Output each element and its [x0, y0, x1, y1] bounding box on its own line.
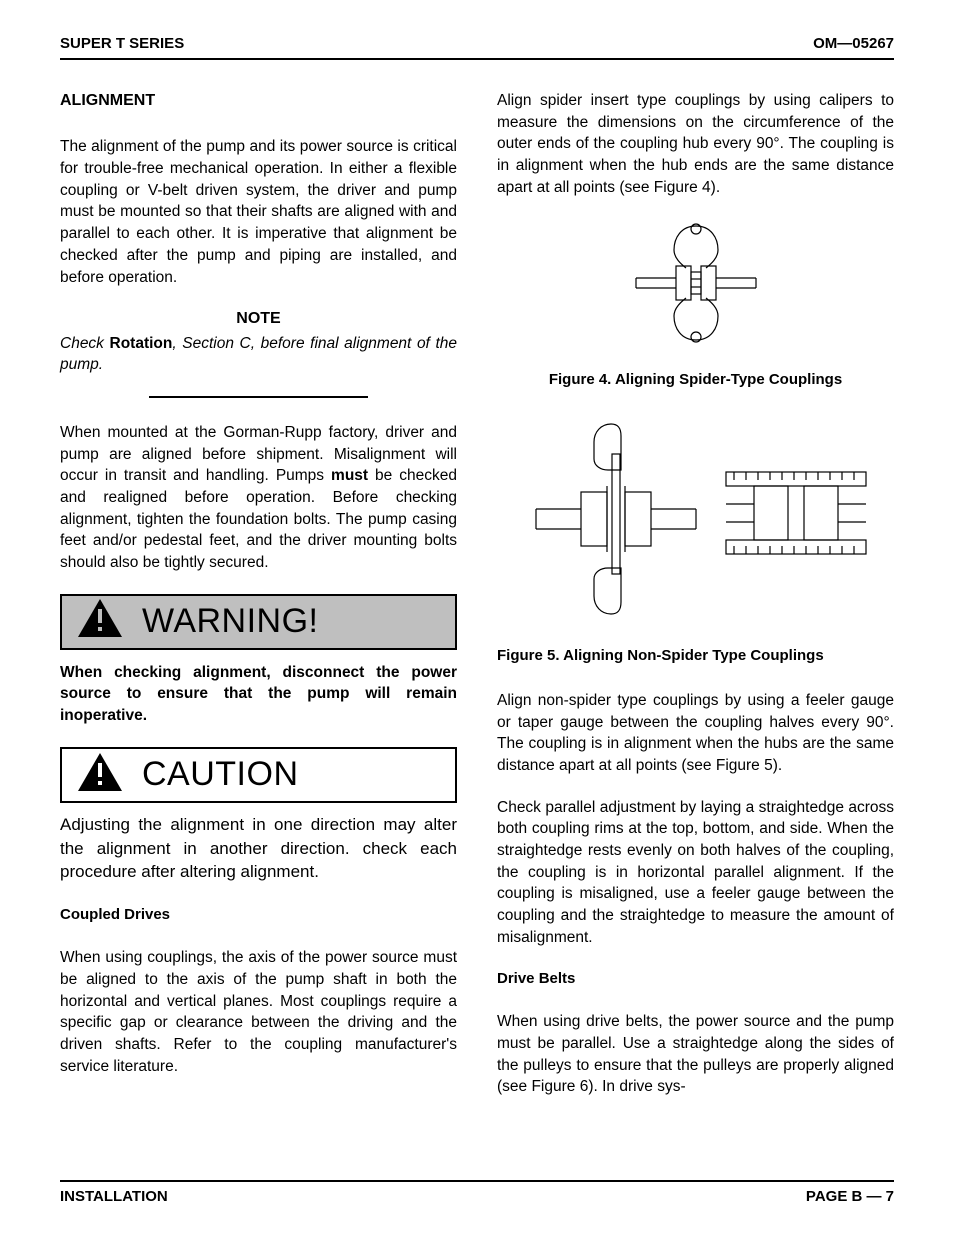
- subheading-coupled-drives: Coupled Drives: [60, 904, 457, 925]
- header-bar: SUPER T SERIES OM—05267: [60, 35, 894, 60]
- note-rule: [149, 396, 367, 398]
- figure-5-svg: [516, 414, 876, 624]
- caution-text: Adjusting the alignment in one direction…: [60, 813, 457, 884]
- content-columns: ALIGNMENT The alignment of the pump and …: [60, 90, 894, 1118]
- figure-4-svg: [606, 218, 786, 348]
- header-right: OM—05267: [813, 35, 894, 52]
- figure-5-caption: Figure 5. Aligning Non-Spider Type Coupl…: [497, 645, 894, 666]
- para-alignment-intro: The alignment of the pump and its power …: [60, 136, 457, 288]
- caution-triangle-icon: [76, 751, 124, 800]
- figure-4-caption: Figure 4. Aligning Spider-Type Couplings: [497, 369, 894, 390]
- caution-label: CAUTION: [142, 751, 299, 799]
- footer-bar: INSTALLATION PAGE B — 7: [60, 1180, 894, 1205]
- left-column: ALIGNMENT The alignment of the pump and …: [60, 90, 457, 1118]
- footer-left: INSTALLATION: [60, 1188, 168, 1205]
- footer-right: PAGE B — 7: [806, 1188, 894, 1205]
- warning-text: When checking alignment, disconnect the …: [60, 662, 457, 727]
- right-column: Align spider insert type couplings by us…: [497, 90, 894, 1118]
- warning-box: WARNING!: [60, 594, 457, 650]
- para-coupled-drives: When using couplings, the axis of the po…: [60, 947, 457, 1077]
- para-drive-belts: When using drive belts, the power source…: [497, 1011, 894, 1098]
- para-non-spider: Align non-spider type couplings by using…: [497, 690, 894, 777]
- note-bold: Rotation: [110, 335, 173, 352]
- note-body: Check Rotation, Section C, before final …: [60, 333, 457, 376]
- para2-bold: must: [331, 467, 368, 484]
- warning-label: WARNING!: [142, 598, 319, 646]
- note-prefix: Check: [60, 335, 110, 352]
- figure-5: [497, 414, 894, 631]
- subheading-drive-belts: Drive Belts: [497, 968, 894, 989]
- warning-triangle-icon: [76, 597, 124, 646]
- para-parallel-adjustment: Check parallel adjustment by laying a st…: [497, 797, 894, 949]
- section-title-alignment: ALIGNMENT: [60, 90, 457, 112]
- page: SUPER T SERIES OM—05267 ALIGNMENT The al…: [0, 0, 954, 1235]
- para-factory-alignment: When mounted at the Gorman-Rupp factory,…: [60, 422, 457, 574]
- figure-4: [497, 218, 894, 355]
- para-spider-couplings: Align spider insert type couplings by us…: [497, 90, 894, 198]
- caution-box: CAUTION: [60, 747, 457, 803]
- header-left: SUPER T SERIES: [60, 35, 184, 52]
- note-heading: NOTE: [60, 308, 457, 330]
